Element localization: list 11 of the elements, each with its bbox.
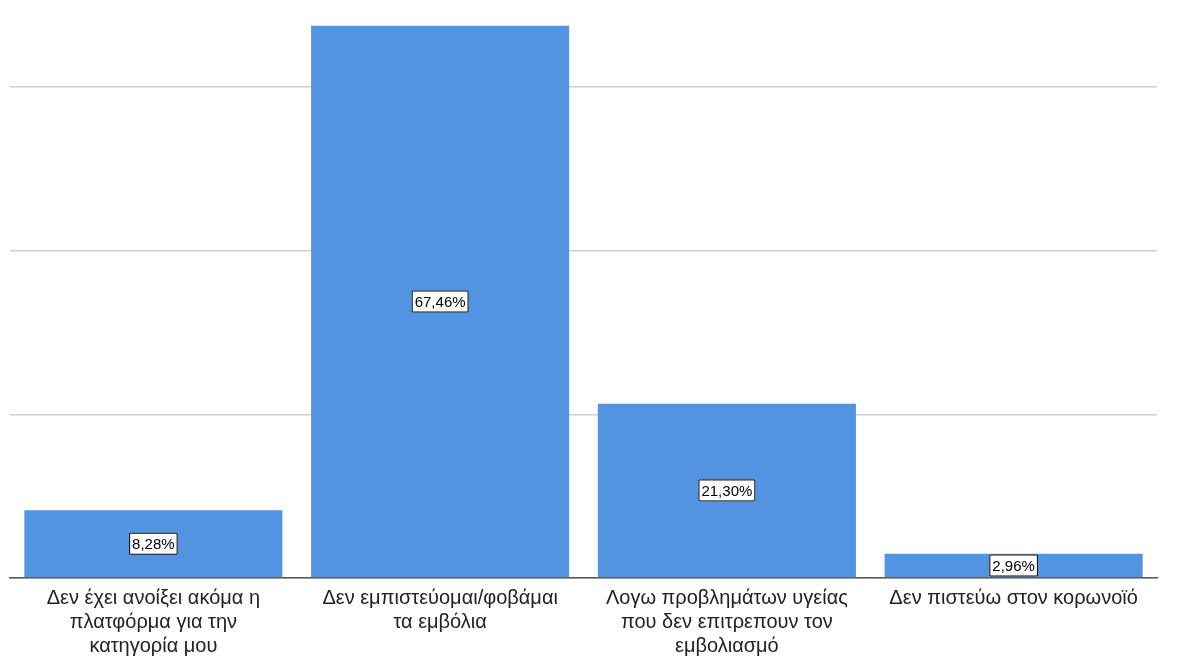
bar xyxy=(24,510,283,578)
x-tick-label: Δεν έχει ανοίξει ακόμα η πλατφόρμα για την κατηγορία μου xyxy=(46,585,261,656)
bar xyxy=(311,25,570,578)
data-label: 67,46% xyxy=(414,292,466,310)
bar xyxy=(597,403,856,578)
data-label: 2,96% xyxy=(992,556,1035,574)
x-tick-label: Λογω προβλημάτων υγείας που δεν επιτρεπουν τον εμβολιασμό xyxy=(605,585,849,656)
data-label: 8,28% xyxy=(132,534,175,552)
x-tick-label: Δεν εμπιστεύομαι/φοβάμαι τα εμβόλια xyxy=(322,585,558,632)
x-tick-label: Δεν πιστεύω στον κορωνοϊό xyxy=(889,585,1138,608)
data-label: 21,30% xyxy=(701,481,753,499)
